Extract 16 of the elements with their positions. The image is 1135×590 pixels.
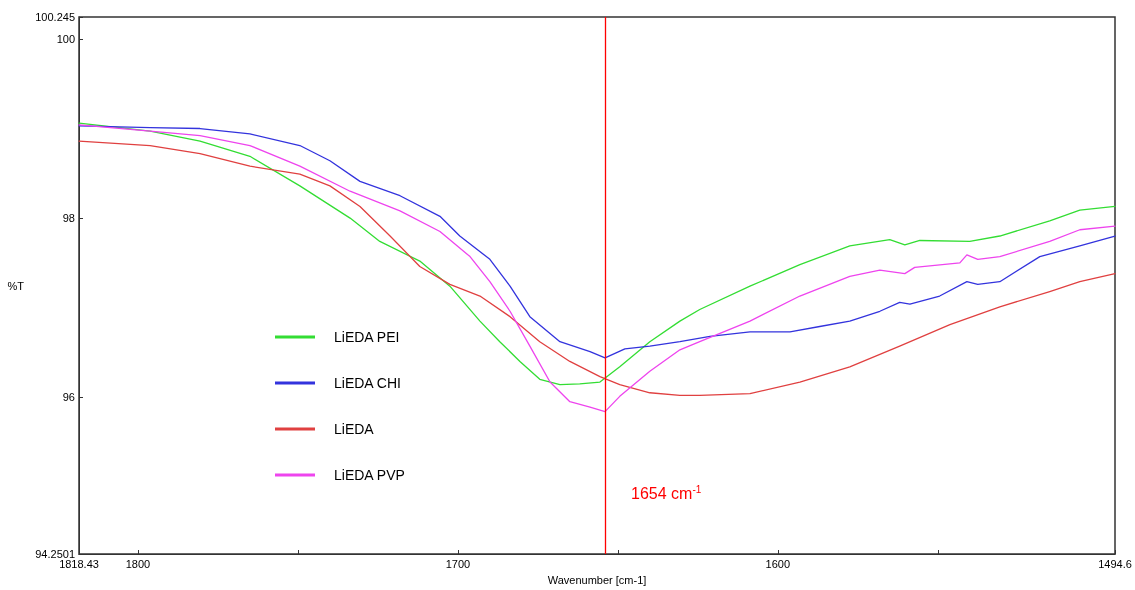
y-tick-label: 100.245 — [35, 11, 75, 23]
x-tick-label: 1494.6 — [1098, 557, 1132, 570]
x-tick-label: 1800 — [125, 557, 151, 570]
x-axis-title: Wavenumber [cm-1] — [547, 573, 647, 586]
legend-label: LiEDA PEI — [334, 329, 400, 345]
legend-label: LiEDA CHI — [334, 375, 401, 391]
legend-label: LiEDA — [334, 421, 375, 437]
legend-label: LiEDA PVP — [334, 467, 405, 483]
y-tick-label: 96 — [62, 391, 75, 404]
x-tick-label: 1700 — [445, 557, 471, 570]
y-axis-title: %T — [7, 279, 25, 292]
x-tick-label: 1600 — [765, 557, 791, 570]
y-tick-label: 98 — [62, 212, 75, 225]
y-tick-label: 100 — [56, 32, 75, 45]
y-tick-label: 94.2501 — [35, 548, 75, 560]
x-tick-label: 1818.43 — [59, 557, 99, 570]
